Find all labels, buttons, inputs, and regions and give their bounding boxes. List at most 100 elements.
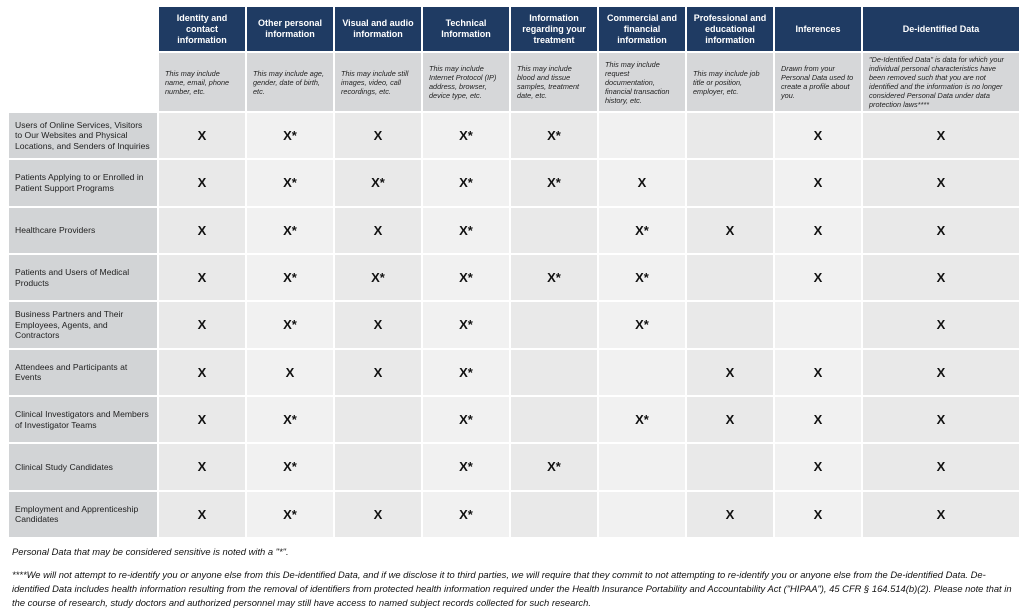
cell: X: [862, 301, 1020, 349]
cell: X: [774, 254, 862, 302]
row-label: Clinical Investigators and Members of In…: [8, 396, 158, 444]
cell: [334, 443, 422, 491]
cell: X*: [510, 159, 598, 207]
cell: X*: [246, 396, 334, 444]
cell: X*: [422, 490, 510, 538]
cell: [334, 396, 422, 444]
row-label: Clinical Study Candidates: [8, 443, 158, 491]
cell: X: [334, 206, 422, 254]
cell: X: [246, 348, 334, 396]
row-label: Employment and Apprenticeship Candidates: [8, 490, 158, 538]
cell: [598, 490, 686, 538]
cell: [686, 159, 774, 207]
cell: [686, 443, 774, 491]
cell: X: [158, 112, 246, 160]
cell: [510, 206, 598, 254]
column-title: Visual and audio information: [334, 6, 422, 52]
cell: X: [686, 206, 774, 254]
cell: X: [158, 348, 246, 396]
cell: X: [686, 396, 774, 444]
cell: X: [686, 490, 774, 538]
cell: X: [862, 254, 1020, 302]
row-label: Business Partners and Their Employees, A…: [8, 301, 158, 349]
column-title: Commercial and financial information: [598, 6, 686, 52]
cell: X: [862, 443, 1020, 491]
column-title: Other personal information: [246, 6, 334, 52]
cell: [510, 396, 598, 444]
column-description: Drawn from your Personal Data used to cr…: [774, 52, 862, 112]
cell: X: [862, 490, 1020, 538]
column-title: Professional and educational information: [686, 6, 774, 52]
cell: X: [862, 348, 1020, 396]
cell: X: [774, 443, 862, 491]
cell: X*: [510, 112, 598, 160]
cell: X: [158, 396, 246, 444]
cell: X: [862, 112, 1020, 160]
note: Personal Data that may be considered sen…: [12, 546, 289, 557]
cell: X*: [334, 254, 422, 302]
row-label: Patients Applying to or Enrolled in Pati…: [8, 159, 158, 207]
cell: X*: [422, 112, 510, 160]
cell: X: [334, 348, 422, 396]
cell: X*: [246, 159, 334, 207]
footnote: ****We will not attempt to re-identify y…: [12, 569, 1012, 608]
cell: X: [862, 159, 1020, 207]
cell: [686, 112, 774, 160]
cell: X*: [510, 254, 598, 302]
column-description: This may include Internet Protocol (IP) …: [422, 52, 510, 112]
cell: [598, 443, 686, 491]
cell: X*: [598, 301, 686, 349]
cell: [598, 348, 686, 396]
cell: X: [774, 112, 862, 160]
column-title: Information regarding your treatment: [510, 6, 598, 52]
cell: X*: [598, 206, 686, 254]
cell: [774, 301, 862, 349]
cell: [686, 254, 774, 302]
cell: X*: [246, 206, 334, 254]
cell: X*: [422, 443, 510, 491]
cell: X*: [422, 159, 510, 207]
cell: X: [774, 348, 862, 396]
cell: X: [158, 159, 246, 207]
column-title: Identity and contact information: [158, 6, 246, 52]
cell: [510, 301, 598, 349]
cell: X*: [246, 490, 334, 538]
cell: X*: [422, 254, 510, 302]
column-title: De-identified Data: [862, 6, 1020, 52]
cell: [598, 112, 686, 160]
column-description: This may include request documentation, …: [598, 52, 686, 112]
cell: X: [158, 490, 246, 538]
cell: X*: [246, 301, 334, 349]
cell: [510, 348, 598, 396]
cell: X*: [598, 254, 686, 302]
cell: X: [158, 254, 246, 302]
row-label: Healthcare Providers: [8, 206, 158, 254]
cell: X*: [246, 254, 334, 302]
row-label: Patients and Users of Medical Products: [8, 254, 158, 302]
cell: X: [774, 159, 862, 207]
cell: X*: [510, 443, 598, 491]
cell: X*: [422, 301, 510, 349]
cell: X: [334, 301, 422, 349]
cell: X: [334, 112, 422, 160]
column-description: This may include blood and tissue sample…: [510, 52, 598, 112]
cell: X*: [334, 159, 422, 207]
column-description: This may include still images, video, ca…: [334, 52, 422, 112]
cell: [510, 490, 598, 538]
cell: X: [158, 301, 246, 349]
cell: X: [862, 396, 1020, 444]
cell: X*: [246, 443, 334, 491]
cell: X*: [598, 396, 686, 444]
cell: X: [686, 348, 774, 396]
cell: [686, 301, 774, 349]
column-title: Inferences: [774, 6, 862, 52]
column-description: "De-Identified Data" is data for which y…: [862, 52, 1020, 112]
cell: X: [774, 490, 862, 538]
row-label: Attendees and Participants at Events: [8, 348, 158, 396]
cell: X: [774, 206, 862, 254]
cell: X: [158, 443, 246, 491]
cell: X*: [422, 206, 510, 254]
cell: X*: [246, 112, 334, 160]
column-title: Technical Information: [422, 6, 510, 52]
